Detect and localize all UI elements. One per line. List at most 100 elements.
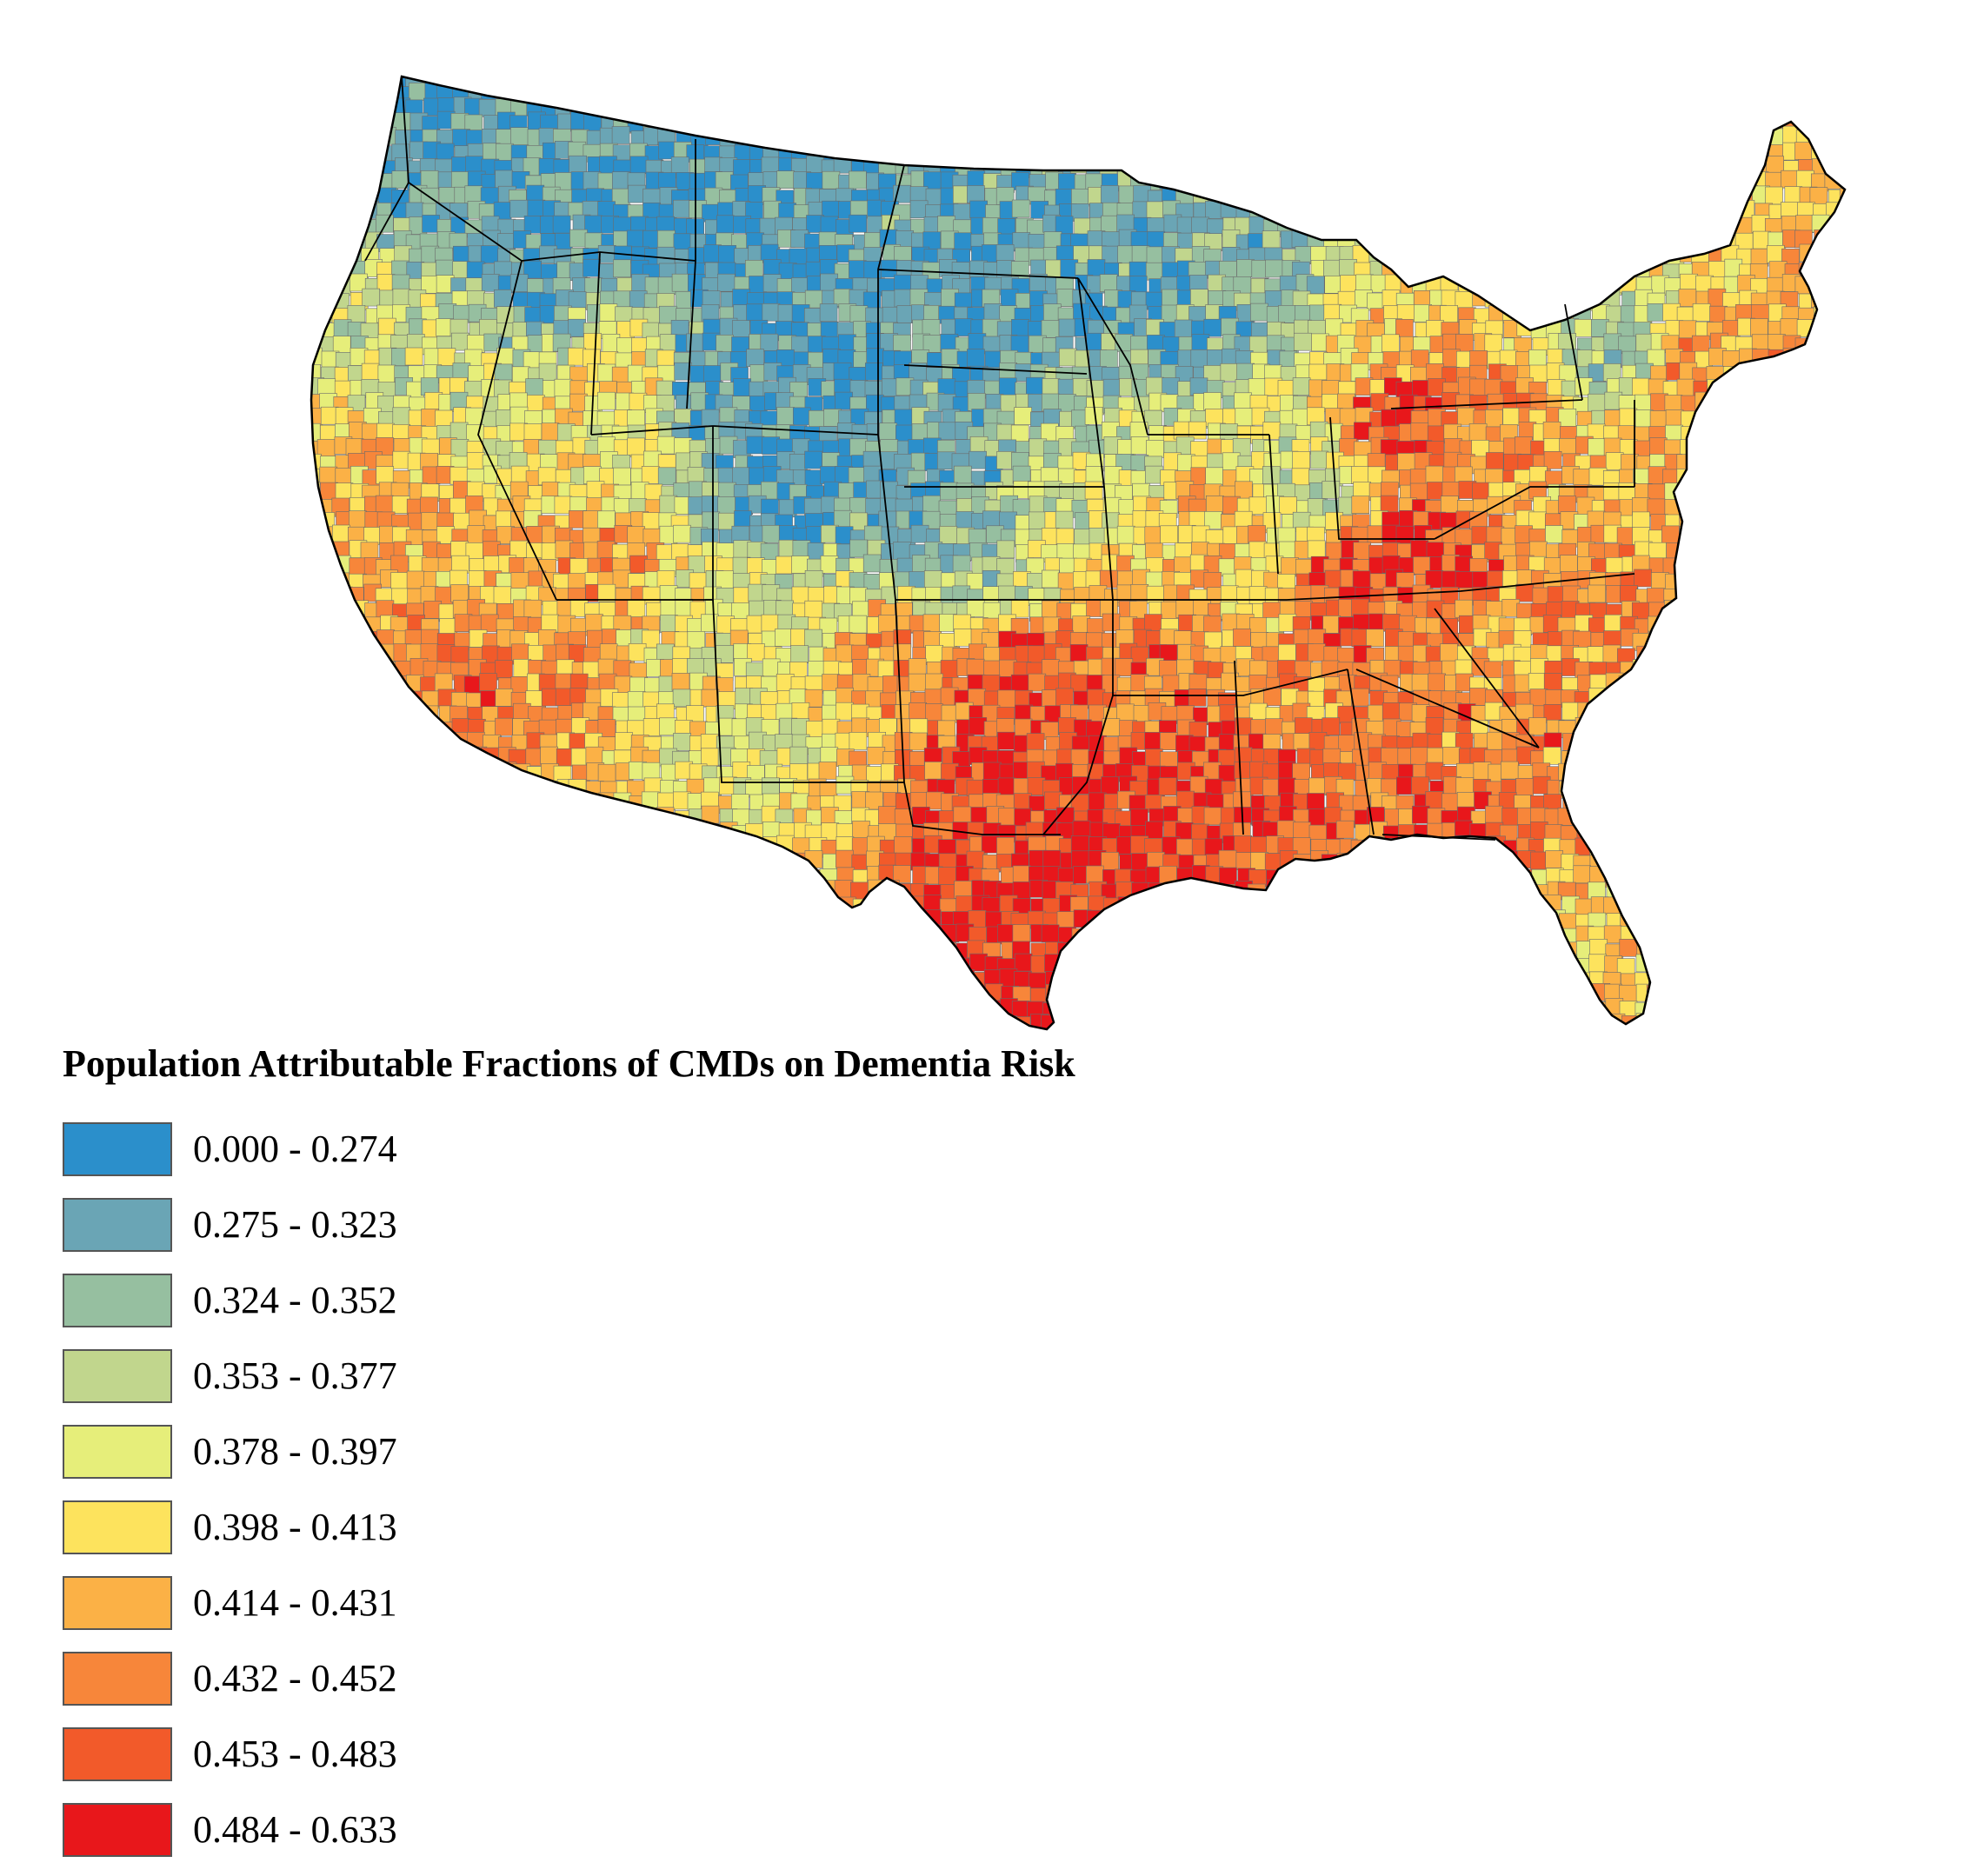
county-cell xyxy=(1029,511,1047,530)
county-cell xyxy=(1588,584,1606,603)
county-cell xyxy=(1795,453,1814,472)
county-cell xyxy=(1115,334,1133,352)
county-cell xyxy=(672,689,691,708)
county-cell xyxy=(1472,276,1491,295)
county-cell xyxy=(733,378,752,396)
county-cell xyxy=(1767,101,1785,119)
county-cell xyxy=(1309,83,1328,102)
county-cell xyxy=(1826,275,1845,294)
county-cell xyxy=(319,466,338,485)
county-cell xyxy=(1117,142,1136,160)
county-cell xyxy=(1857,629,1874,647)
county-cell xyxy=(1340,203,1359,223)
county-cell xyxy=(1665,409,1684,428)
county-cell xyxy=(719,99,738,118)
county-cell xyxy=(1839,673,1845,691)
county-cell xyxy=(715,83,734,102)
county-cell xyxy=(1366,216,1385,235)
county-cell xyxy=(1680,273,1698,292)
county-cell xyxy=(1398,156,1417,174)
county-cell xyxy=(1575,173,1594,192)
county-cell xyxy=(1681,186,1699,204)
county-cell xyxy=(1827,529,1845,549)
county-cell xyxy=(849,305,869,324)
county-cell xyxy=(1854,424,1871,442)
county-cell xyxy=(1647,498,1666,517)
county-cell xyxy=(1859,498,1876,516)
county-cell xyxy=(1382,218,1401,237)
county-cell xyxy=(1794,142,1813,160)
county-cell xyxy=(1208,83,1227,102)
county-cell xyxy=(1766,366,1784,385)
county-cell xyxy=(335,690,354,708)
county-cell xyxy=(955,511,975,529)
county-cell xyxy=(1739,630,1758,649)
county-cell xyxy=(1768,334,1786,352)
county-cell xyxy=(1798,630,1817,649)
county-cell xyxy=(1190,349,1209,368)
county-cell xyxy=(1220,142,1239,160)
county-cell xyxy=(1055,85,1075,103)
county-cell xyxy=(1750,662,1769,681)
county-cell xyxy=(1813,543,1831,562)
county-cell xyxy=(1841,248,1845,267)
county-cell xyxy=(1858,86,1875,103)
county-cell xyxy=(1855,603,1873,621)
county-cell xyxy=(1575,144,1593,163)
county-cell xyxy=(1839,157,1845,176)
county-cell xyxy=(895,77,914,85)
county-cell xyxy=(1588,721,1606,739)
county-cell xyxy=(1841,573,1845,591)
county-cell xyxy=(1739,749,1758,768)
county-cell xyxy=(406,570,425,589)
county-cell xyxy=(320,747,339,766)
county-cell xyxy=(879,422,897,442)
county-cell xyxy=(1295,601,1313,619)
county-cell xyxy=(1721,188,1740,207)
county-cell xyxy=(1651,83,1669,101)
county-cell xyxy=(1233,629,1251,647)
county-cell xyxy=(311,275,325,294)
county-cell xyxy=(1809,657,1828,676)
county-cell xyxy=(849,170,867,190)
county-cell xyxy=(1219,77,1237,87)
county-cell xyxy=(1736,587,1755,606)
county-cell xyxy=(1055,688,1074,707)
county-cell xyxy=(1102,378,1122,397)
county-cell xyxy=(1797,734,1815,753)
county-cell xyxy=(1664,215,1682,233)
county-cell xyxy=(1513,84,1532,103)
county-cell xyxy=(1690,77,1709,86)
county-cell xyxy=(394,765,412,784)
county-cell xyxy=(1826,480,1845,499)
county-cell xyxy=(1012,232,1031,250)
county-cell xyxy=(1589,231,1608,250)
county-cell xyxy=(1795,569,1814,588)
county-cell xyxy=(1781,542,1799,561)
county-cell xyxy=(378,77,397,88)
county-cell xyxy=(1724,439,1743,458)
county-cell xyxy=(1325,99,1343,117)
county-cell xyxy=(1827,245,1845,264)
county-cell xyxy=(407,734,426,752)
county-cell xyxy=(1558,408,1577,427)
county-cell xyxy=(880,112,899,131)
county-cell xyxy=(996,142,1015,161)
county-cell xyxy=(1710,632,1728,650)
county-cell xyxy=(1706,572,1725,591)
county-cell xyxy=(1055,127,1074,146)
county-cell xyxy=(320,113,339,131)
county-cell xyxy=(1675,601,1694,619)
county-cell xyxy=(1100,349,1118,368)
county-cell xyxy=(349,510,367,529)
county-cell xyxy=(1588,85,1607,104)
county-cell xyxy=(1513,291,1532,310)
county-cell xyxy=(1101,77,1120,88)
county-cell xyxy=(1765,186,1783,205)
county-cell xyxy=(1650,748,1668,768)
county-cell xyxy=(1710,145,1728,163)
county-cell xyxy=(1647,673,1665,692)
county-cell xyxy=(1295,660,1313,679)
county-cell xyxy=(792,407,811,426)
county-cell xyxy=(1488,190,1508,209)
